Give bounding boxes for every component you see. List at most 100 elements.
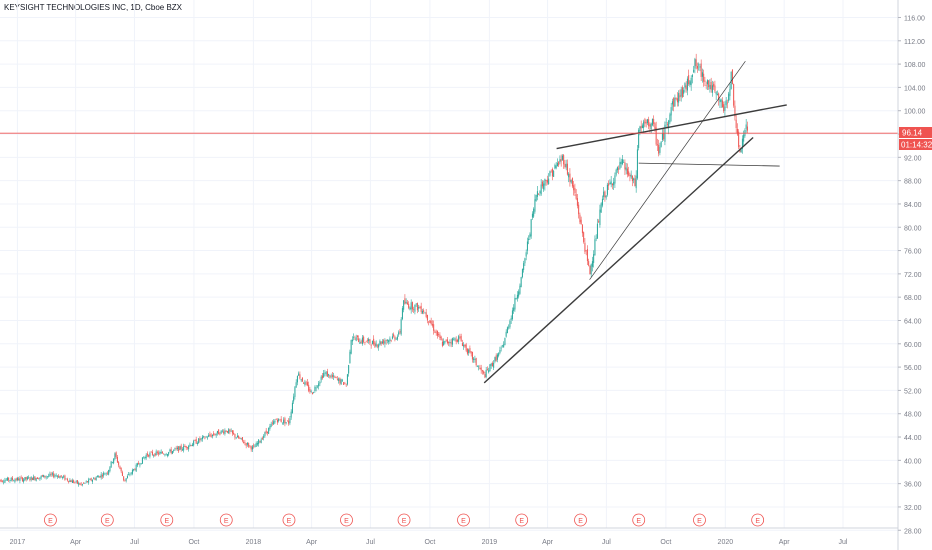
candle-body: [374, 342, 376, 347]
candle-body: [345, 384, 347, 386]
earnings-marker[interactable]: E: [397, 513, 411, 527]
candle-body: [413, 308, 415, 310]
candle-body: [141, 457, 143, 464]
candle-body: [233, 432, 235, 435]
earnings-marker[interactable]: E: [219, 513, 233, 527]
candle-body: [149, 453, 151, 457]
candle-body: [545, 180, 547, 181]
candle-body: [364, 342, 366, 343]
earnings-marker[interactable]: E: [515, 513, 529, 527]
candle-body: [451, 338, 453, 345]
earnings-marker-circle: [574, 513, 587, 527]
time-axis[interactable]: 2017 Apr Jul Oct 2018 Apr Jul Oct 2019 Apr Jul Oct 2…: [0, 527, 898, 546]
candle-body: [58, 475, 60, 478]
candle-body: [11, 477, 13, 480]
candle-body: [591, 261, 593, 267]
candle-body: [508, 326, 510, 328]
candle-body: [353, 336, 355, 338]
trend-line[interactable]: [483, 137, 754, 384]
candle-body: [70, 480, 72, 482]
candle-body: [324, 372, 326, 374]
candle-body: [193, 440, 195, 446]
candle-body: [271, 422, 273, 424]
earnings-marker-label: E: [287, 518, 292, 525]
candle-body: [516, 294, 518, 299]
candle-body: [158, 452, 160, 455]
candle-body: [529, 234, 531, 238]
candle-body: [736, 128, 738, 135]
candle-body: [90, 478, 92, 481]
price-axis[interactable]: 116.00112.00108.00104.00100.0096.0092.00…: [897, 0, 932, 550]
candle-body: [684, 83, 686, 88]
candle-body: [211, 434, 213, 437]
candle-body: [153, 455, 155, 456]
candle-body: [323, 373, 325, 378]
candle-body: [580, 219, 582, 225]
candle-body: [285, 422, 287, 423]
earnings-marker[interactable]: E: [457, 513, 470, 527]
candle-body: [178, 446, 180, 452]
candle-body: [630, 174, 632, 178]
earnings-marker[interactable]: E: [100, 513, 114, 527]
candle-body: [549, 171, 551, 176]
earnings-marker[interactable]: E: [751, 513, 765, 527]
candle-body: [718, 93, 720, 100]
candle-body: [126, 476, 128, 479]
candle-body: [135, 464, 137, 472]
candle-body: [69, 480, 71, 482]
candle-body: [80, 483, 82, 485]
earnings-marker[interactable]: E: [574, 513, 587, 527]
candle-body: [309, 389, 311, 392]
candle-body: [690, 77, 692, 85]
candle-body: [175, 448, 177, 449]
candle-body: [626, 168, 628, 175]
candle-body: [558, 161, 560, 166]
candle-body: [725, 100, 727, 106]
earnings-marker[interactable]: E: [693, 513, 706, 527]
trend-line[interactable]: [589, 60, 746, 280]
candle-body: [629, 174, 631, 177]
x-tick-label: Oct: [424, 539, 435, 546]
y-tick-label: 36.00: [904, 482, 922, 489]
candle-body: [219, 433, 221, 435]
earnings-marker-label: E: [636, 518, 641, 525]
earnings-marker[interactable]: E: [632, 513, 646, 527]
candle-body: [1, 481, 3, 482]
candle-body: [19, 478, 21, 481]
candle-body: [530, 219, 532, 237]
symbol-name: KEYSIGHT TECHNOLOGIES INC: [4, 3, 126, 12]
candle-body: [220, 430, 222, 434]
earnings-marker[interactable]: E: [282, 513, 296, 527]
candle-body: [49, 473, 51, 476]
candle-body: [490, 363, 492, 366]
candle-body: [350, 340, 352, 354]
candle-body: [710, 81, 712, 90]
candle-body: [236, 435, 238, 438]
candle-body: [258, 439, 260, 445]
candle-body: [24, 477, 26, 481]
candle-body: [726, 102, 728, 104]
trend-line[interactable]: [556, 104, 787, 150]
earnings-marker[interactable]: E: [160, 513, 174, 527]
candle-body: [354, 338, 356, 340]
candle-body: [609, 182, 611, 185]
candle-body: [123, 476, 125, 481]
candle-body: [56, 476, 58, 477]
trend-line[interactable]: [638, 162, 780, 167]
candle-body: [281, 422, 283, 424]
earnings-marker-label: E: [48, 518, 53, 525]
earnings-marker-label: E: [164, 518, 169, 525]
earnings-marker[interactable]: E: [44, 513, 57, 527]
candle-body: [368, 338, 370, 342]
candle-body: [589, 265, 591, 275]
candle-body: [634, 178, 636, 187]
candle-body: [431, 324, 433, 326]
candle-body: [395, 338, 397, 340]
candle-body: [539, 191, 541, 193]
candle-body: [411, 302, 413, 310]
candle-body: [299, 374, 301, 379]
candle-body: [383, 340, 385, 344]
earnings-marker[interactable]: E: [340, 513, 353, 527]
